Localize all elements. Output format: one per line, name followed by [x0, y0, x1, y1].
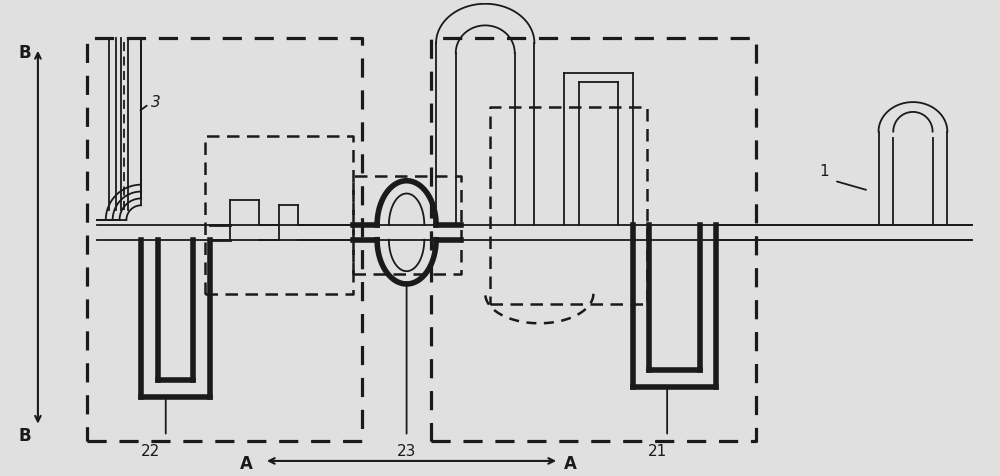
Text: A: A	[239, 455, 252, 473]
Text: 21: 21	[647, 444, 667, 459]
Text: 23: 23	[397, 444, 416, 459]
Text: B: B	[18, 44, 31, 62]
Text: 3: 3	[151, 95, 161, 110]
Text: A: A	[564, 455, 577, 473]
Text: 22: 22	[141, 444, 160, 459]
Text: 1: 1	[820, 164, 829, 179]
Text: B: B	[18, 427, 31, 445]
